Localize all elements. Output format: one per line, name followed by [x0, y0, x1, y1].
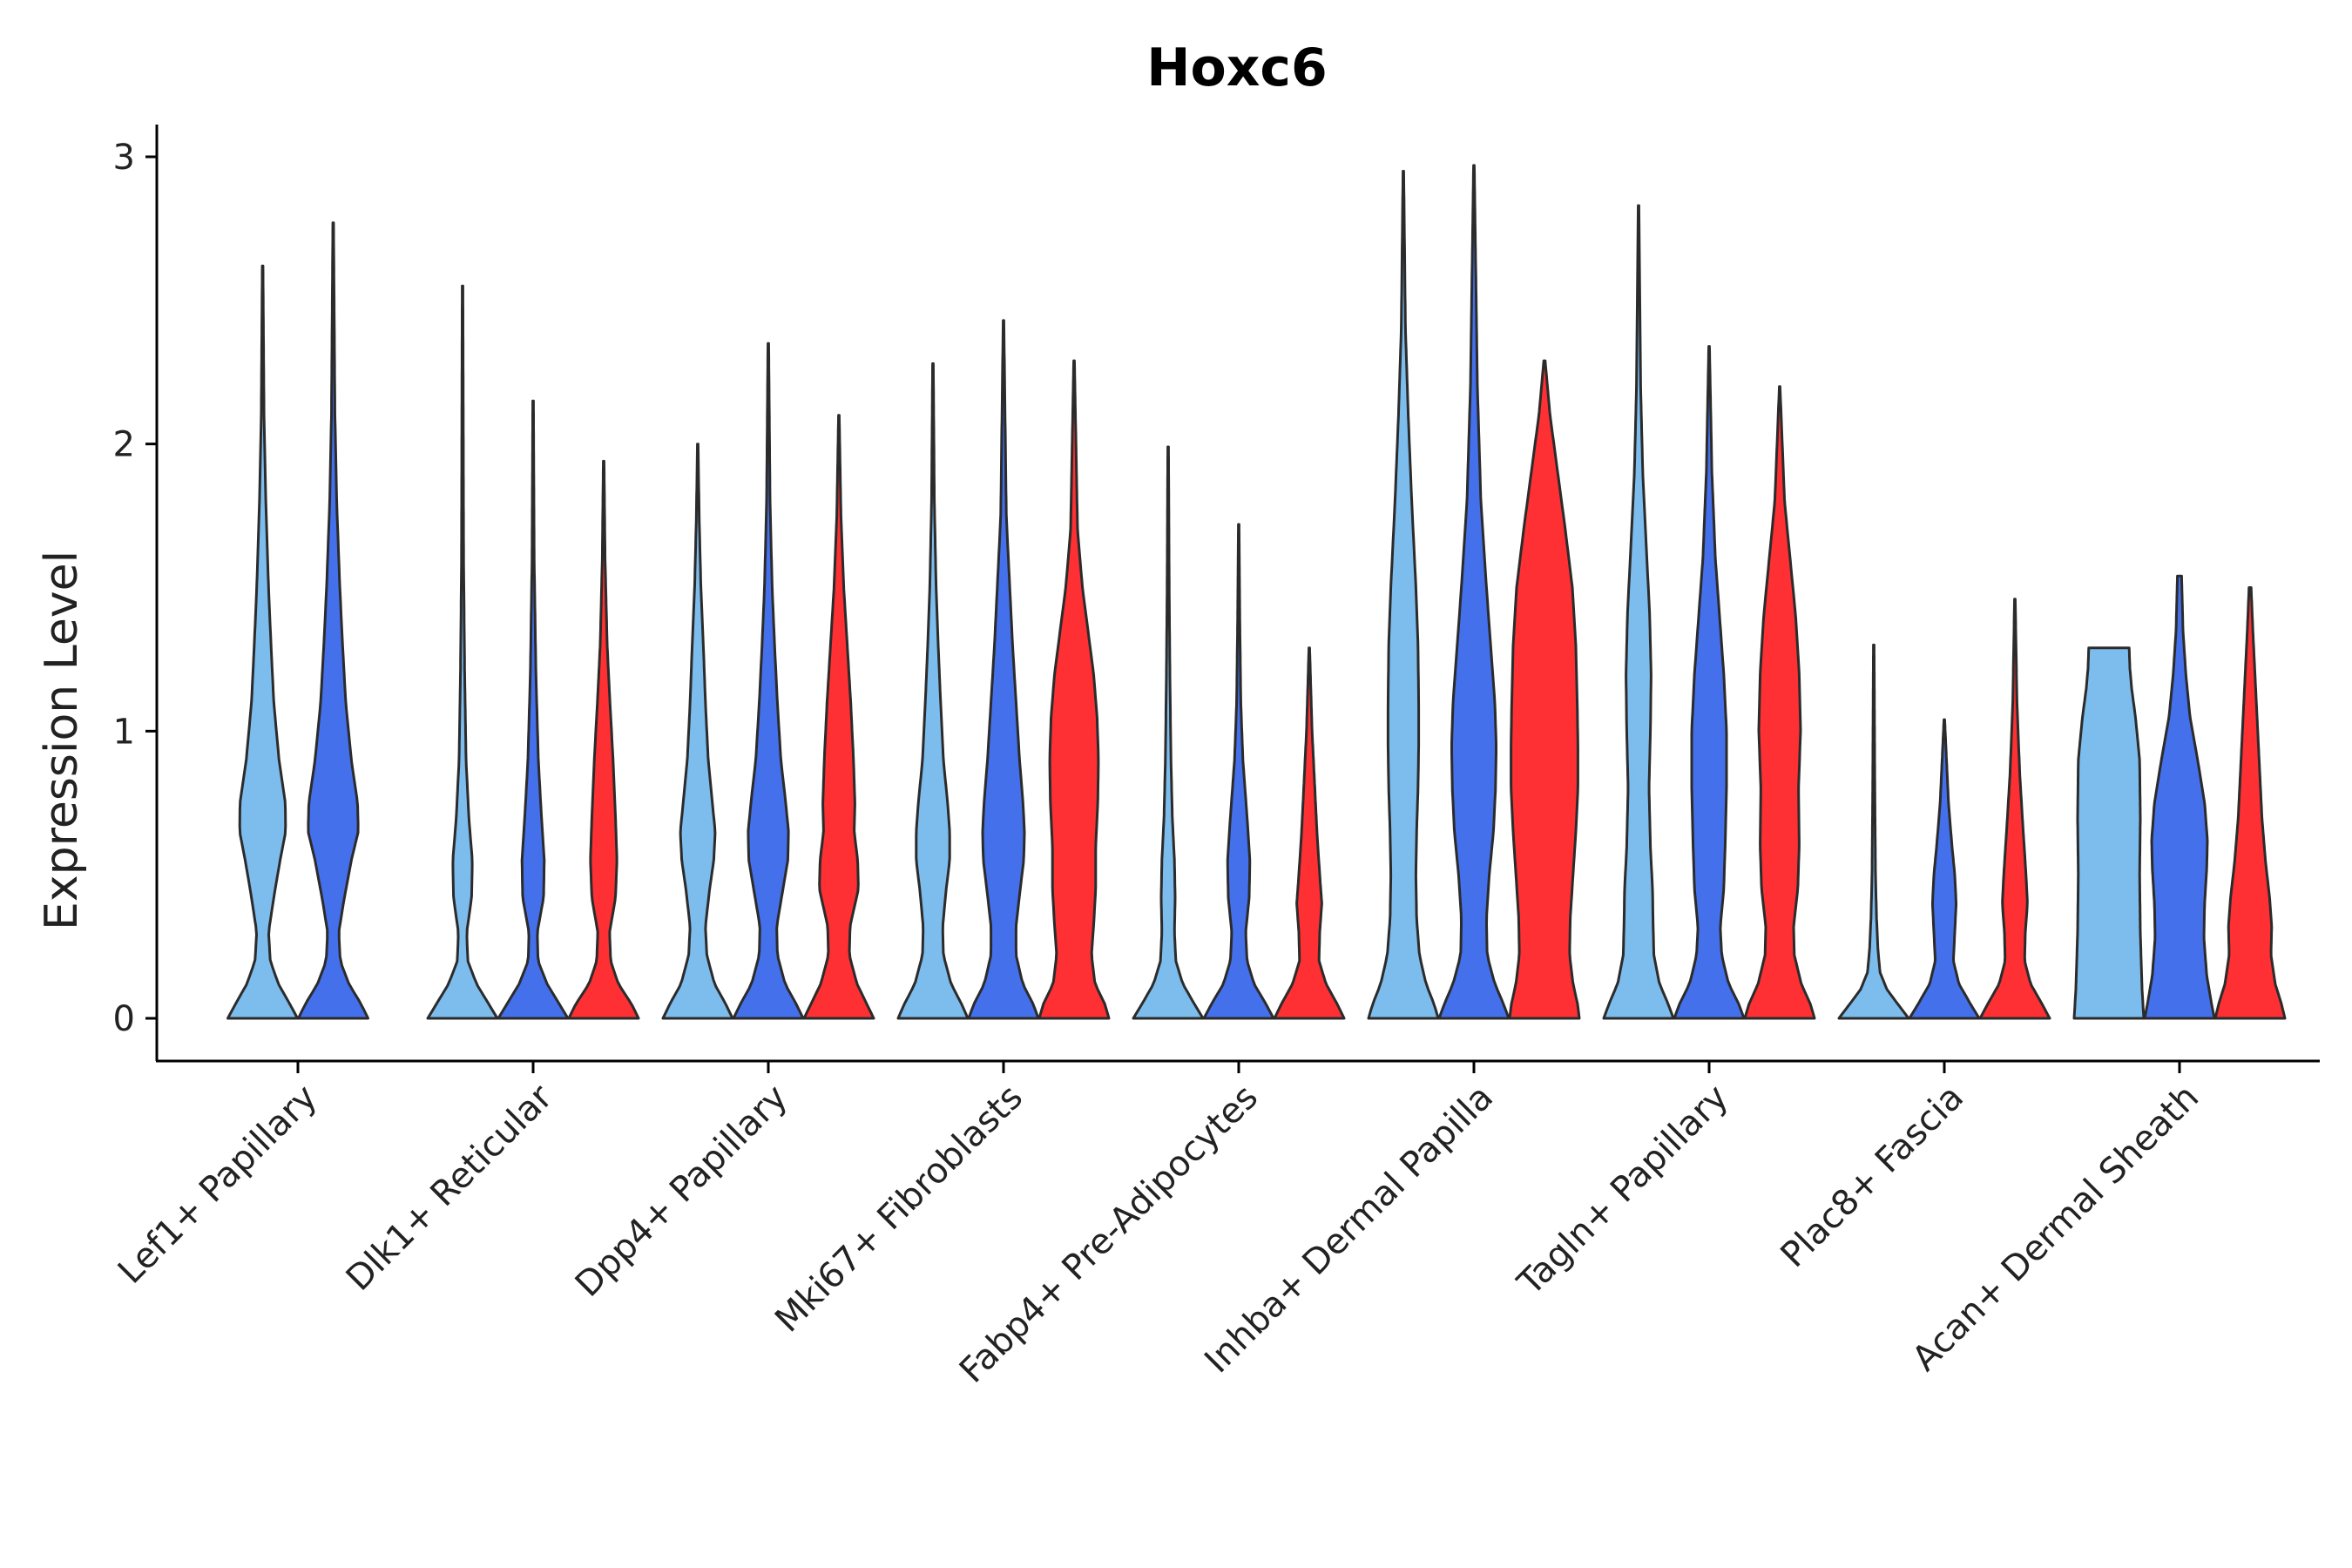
violin-blue	[1437, 164, 1511, 1020]
y-tick-label: 3	[113, 138, 135, 178]
violin-blue	[497, 399, 570, 1020]
violin-light-blue	[1367, 170, 1440, 1020]
violin-blue	[297, 221, 369, 1020]
violin-blue	[732, 341, 805, 1020]
violin-red	[1743, 385, 1816, 1020]
violins	[226, 164, 2287, 1020]
y-tick-label: 1	[113, 712, 135, 752]
chart-title: Hoxc6	[1146, 37, 1327, 98]
violin-red	[1037, 359, 1111, 1020]
violin-light-blue	[1837, 643, 1910, 1020]
violin-light-blue	[896, 362, 970, 1020]
x-ticks: Lef1+ Papillary Dlk1+ Reticular Dpp4+ Papi…	[111, 1061, 2207, 1391]
violin-light-blue	[1602, 204, 1675, 1020]
violin-blue	[967, 319, 1040, 1020]
x-tick-label: Mki67+ Fibroblasts	[767, 1078, 1031, 1341]
x-tick-label: Tagln+ Papillary	[1510, 1078, 1736, 1304]
x-tick-label: Lef1+ Papillary	[111, 1078, 325, 1292]
y-tick-label: 0	[113, 999, 135, 1039]
violin-blue	[1202, 523, 1275, 1020]
x-tick-label: Plac8+ Fascia	[1774, 1078, 1972, 1276]
violin-light-blue	[1132, 445, 1205, 1020]
violin-red	[1978, 598, 2051, 1020]
violin-blue	[1673, 345, 1746, 1020]
violin-red	[567, 459, 640, 1020]
violin-red	[1273, 646, 1346, 1020]
violin-light-blue	[426, 284, 499, 1020]
violin-red	[2213, 586, 2287, 1020]
y-axis-title: Expression Level	[36, 551, 88, 930]
violin-light-blue	[226, 264, 299, 1020]
x-tick-label: Dlk1+ Reticular	[339, 1077, 561, 1299]
x-tick-label: Dpp4+ Papillary	[568, 1078, 795, 1305]
violin-blue	[2143, 574, 2216, 1020]
y-ticks: 0 1 2 3	[113, 138, 157, 1039]
y-tick-label: 2	[113, 425, 135, 465]
violin-light-blue	[2072, 646, 2146, 1020]
violin-light-blue	[661, 443, 734, 1020]
violin-red	[802, 414, 875, 1020]
violin-blue	[1908, 718, 1981, 1020]
violin-red	[1508, 359, 1581, 1020]
